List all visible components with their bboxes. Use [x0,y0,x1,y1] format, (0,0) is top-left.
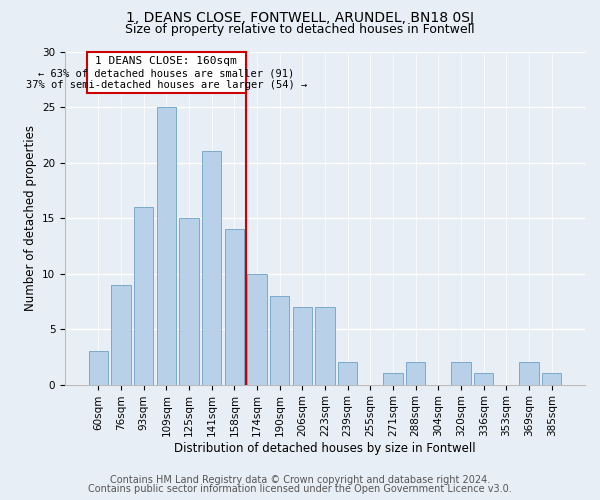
Bar [247,274,266,384]
Bar [316,307,335,384]
Text: 1 DEANS CLOSE: 160sqm: 1 DEANS CLOSE: 160sqm [95,56,237,66]
Bar [134,207,153,384]
Bar [338,362,358,384]
Text: Contains public sector information licensed under the Open Government Licence v3: Contains public sector information licen… [88,484,512,494]
Bar [202,152,221,384]
Bar [270,296,289,384]
Bar [474,374,493,384]
FancyBboxPatch shape [87,52,245,92]
Text: Size of property relative to detached houses in Fontwell: Size of property relative to detached ho… [125,22,475,36]
Text: 1, DEANS CLOSE, FONTWELL, ARUNDEL, BN18 0SJ: 1, DEANS CLOSE, FONTWELL, ARUNDEL, BN18 … [126,11,474,25]
Text: 37% of semi-detached houses are larger (54) →: 37% of semi-detached houses are larger (… [26,80,307,90]
Y-axis label: Number of detached properties: Number of detached properties [23,125,37,311]
Bar [157,107,176,384]
Bar [451,362,470,384]
Text: Contains HM Land Registry data © Crown copyright and database right 2024.: Contains HM Land Registry data © Crown c… [110,475,490,485]
Bar [89,352,108,384]
Bar [179,218,199,384]
Bar [542,374,562,384]
Bar [225,229,244,384]
Bar [520,362,539,384]
Bar [112,284,131,384]
Text: ← 63% of detached houses are smaller (91): ← 63% of detached houses are smaller (91… [38,68,295,78]
Bar [406,362,425,384]
Bar [293,307,312,384]
X-axis label: Distribution of detached houses by size in Fontwell: Distribution of detached houses by size … [174,442,476,455]
Bar [383,374,403,384]
